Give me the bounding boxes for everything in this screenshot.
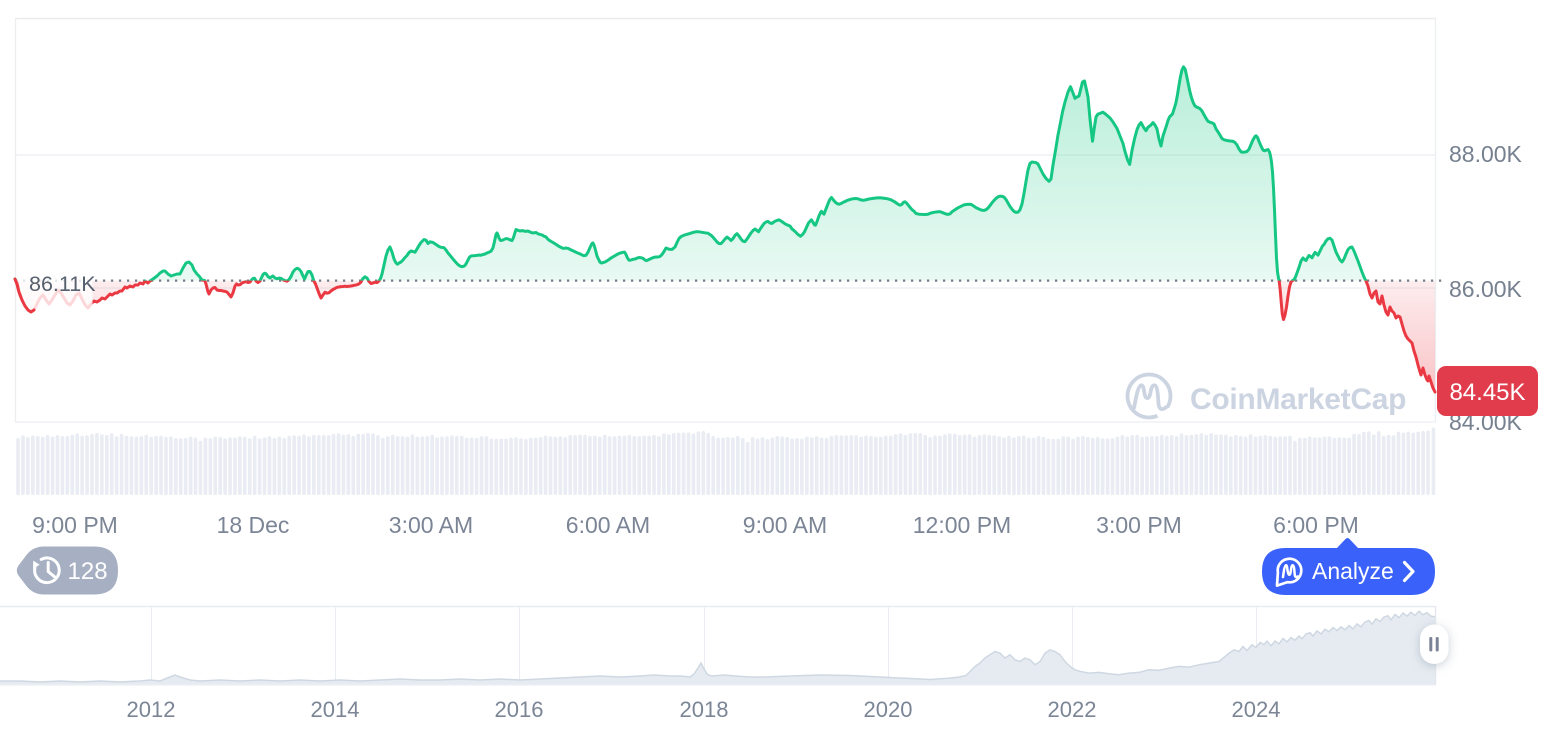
- svg-text:18 Dec: 18 Dec: [217, 512, 290, 538]
- svg-text:2014: 2014: [311, 697, 360, 722]
- svg-text:2024: 2024: [1232, 697, 1281, 722]
- svg-text:86.00K: 86.00K: [1449, 276, 1523, 302]
- svg-text:2016: 2016: [495, 697, 544, 722]
- svg-text:Analyze: Analyze: [1312, 558, 1394, 584]
- svg-text:6:00 PM: 6:00 PM: [1273, 512, 1359, 538]
- svg-text:9:00 AM: 9:00 AM: [743, 512, 827, 538]
- svg-text:88.00K: 88.00K: [1449, 141, 1523, 167]
- svg-text:84.45K: 84.45K: [1449, 379, 1525, 406]
- svg-text:12:00 PM: 12:00 PM: [913, 512, 1011, 538]
- svg-text:2020: 2020: [864, 697, 913, 722]
- svg-text:3:00 AM: 3:00 AM: [389, 512, 473, 538]
- svg-text:9:00 PM: 9:00 PM: [32, 512, 118, 538]
- svg-text:86.11K: 86.11K: [29, 272, 96, 296]
- svg-text:CoinMarketCap: CoinMarketCap: [1190, 383, 1406, 416]
- svg-text:6:00 AM: 6:00 AM: [566, 512, 650, 538]
- svg-text:3:00 PM: 3:00 PM: [1096, 512, 1182, 538]
- svg-text:2022: 2022: [1048, 697, 1097, 722]
- svg-text:2018: 2018: [680, 697, 729, 722]
- svg-text:2012: 2012: [127, 697, 176, 722]
- svg-text:128: 128: [68, 558, 108, 585]
